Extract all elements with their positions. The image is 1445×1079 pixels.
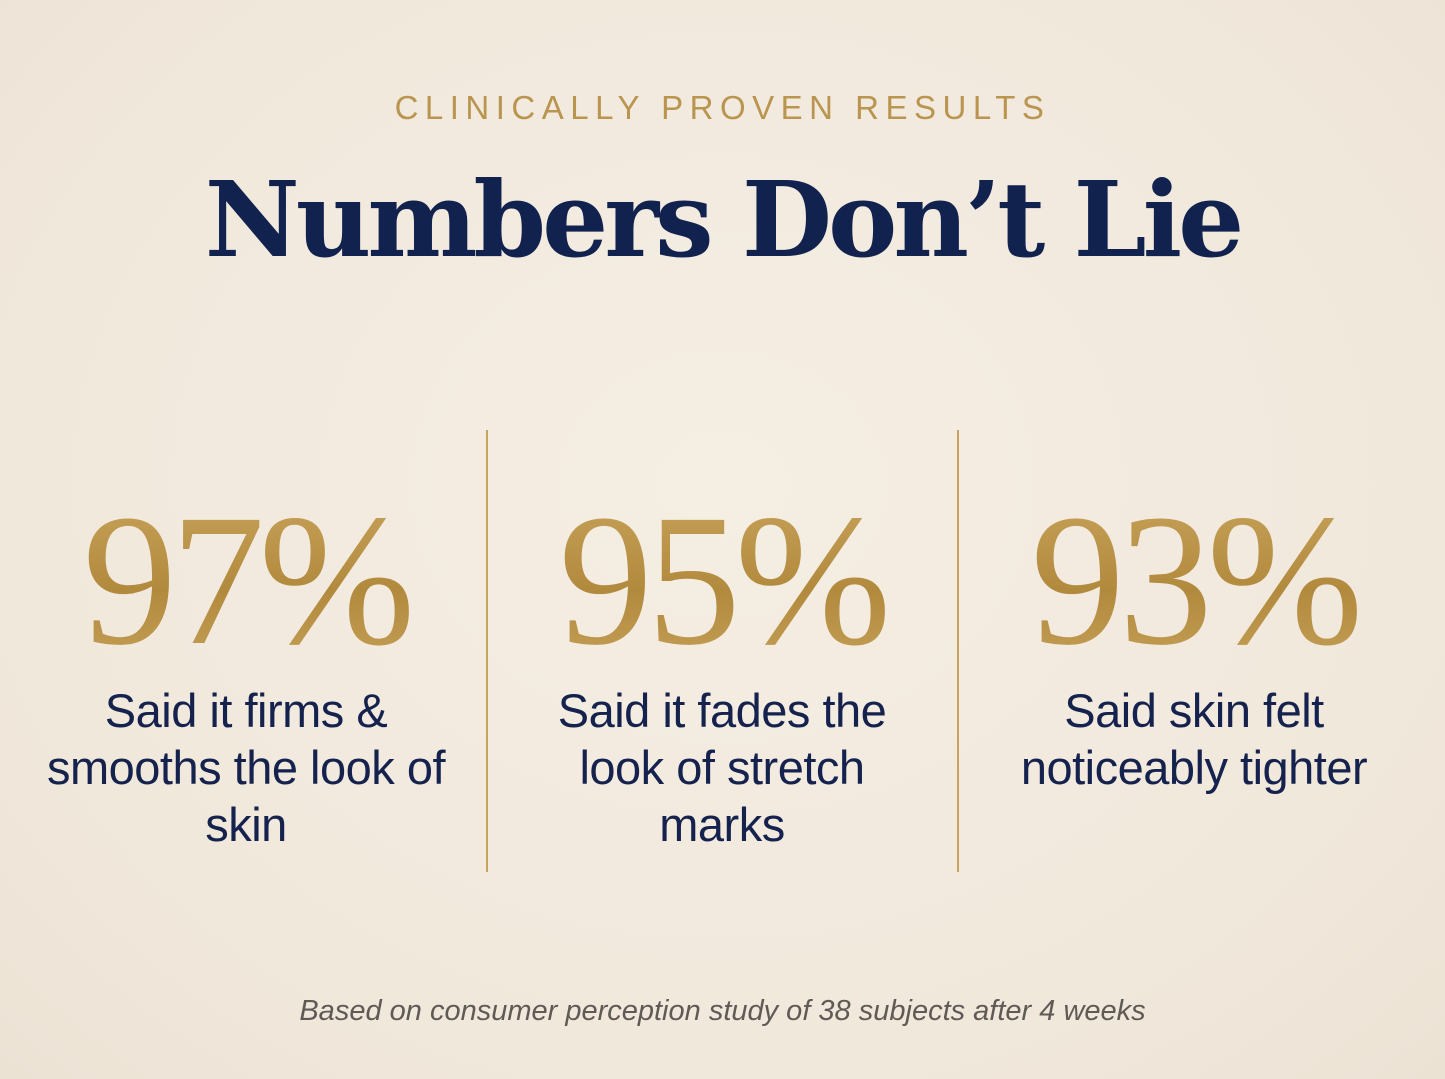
stat-label-2: Said it fades the look of stretch marks: [557, 684, 887, 851]
stats-row: 97% Said it firms & smooths the look of …: [0, 430, 1445, 872]
stat-column-3: 93% Said skin felt noticeably tighter: [954, 430, 1434, 872]
stat-column-1: 97% Said it firms & smooths the look of …: [6, 430, 486, 872]
headline: Numbers Don’t Lie: [204, 158, 1245, 281]
stat-label-1: Said it firms & smooths the look of skin: [46, 684, 446, 851]
stat-label-3: Said skin felt noticeably tighter: [1020, 684, 1368, 794]
stat-value-3: 93%: [954, 480, 1434, 680]
stat-value-1: 97%: [6, 480, 486, 680]
column-divider-2: [957, 430, 959, 872]
column-divider-1: [486, 430, 488, 872]
footnote: Based on consumer perception study of 38…: [299, 995, 1146, 1027]
stat-value-2: 95%: [482, 480, 962, 680]
stat-column-2: 95% Said it fades the look of stretch ma…: [482, 430, 962, 872]
eyebrow-label: CLINICALLY PROVEN RESULTS: [394, 89, 1051, 126]
